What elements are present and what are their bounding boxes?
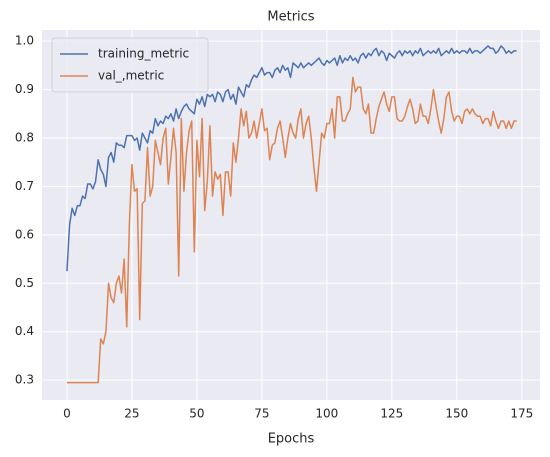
x-tick-label: 125 bbox=[380, 407, 403, 421]
y-tick-label: 0.9 bbox=[15, 82, 34, 96]
legend-box bbox=[51, 37, 209, 93]
y-tick-label: 0.7 bbox=[15, 179, 34, 193]
y-tick-label: 0.8 bbox=[15, 130, 34, 144]
x-tick-label: 0 bbox=[63, 407, 71, 421]
x-axis-label: Epochs bbox=[268, 432, 315, 447]
y-tick-label: 0.5 bbox=[15, 276, 34, 290]
y-tick-label: 1.0 bbox=[15, 34, 34, 48]
x-tick-label: 75 bbox=[254, 407, 269, 421]
line-series bbox=[66, 76, 517, 384]
lines bbox=[66, 45, 517, 384]
line-series bbox=[66, 45, 517, 272]
legend-label: val_,metric bbox=[98, 69, 164, 83]
chart-title: Metrics bbox=[267, 10, 314, 25]
x-tick-label: 25 bbox=[124, 407, 139, 421]
tick-labels: 0.3 0.4 0.5 0.6 0.7 0.8 0.9 1.0 0 25 50 75 100 125 150… bbox=[15, 34, 533, 421]
y-tick-label: 0.6 bbox=[15, 227, 34, 241]
x-tick-label: 150 bbox=[445, 407, 468, 421]
x-tick-label: 175 bbox=[510, 407, 533, 421]
x-tick-label: 50 bbox=[189, 407, 204, 421]
y-tick-label: 0.4 bbox=[15, 324, 34, 338]
y-tick-label: 0.3 bbox=[15, 373, 34, 387]
legend-label: training_metric bbox=[98, 47, 189, 61]
x-tick-label: 100 bbox=[315, 407, 338, 421]
legend: training_metric val_,metric bbox=[51, 37, 209, 93]
